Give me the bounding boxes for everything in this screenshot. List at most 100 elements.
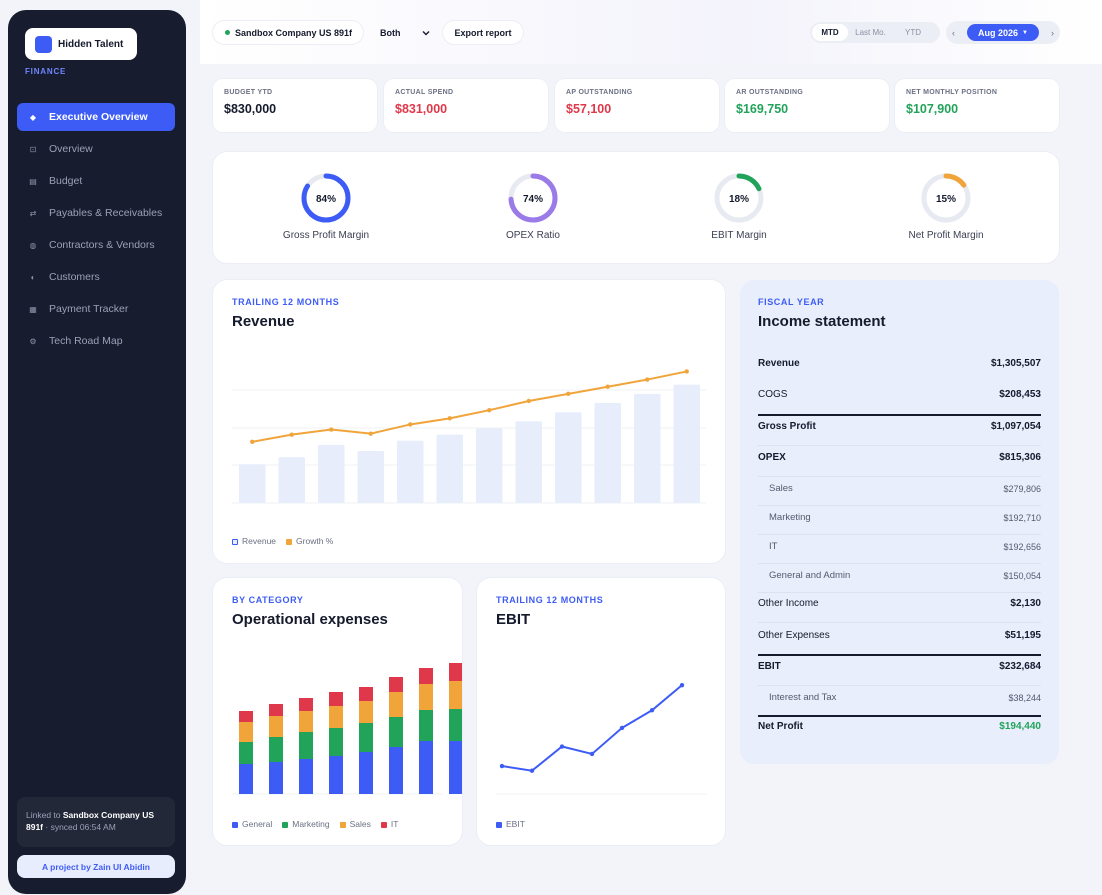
next-month-button[interactable]: › [1051,27,1054,38]
kpi-label: BUDGET YTD [224,89,273,96]
legend-ebit: EBIT [496,819,525,829]
revenue-bar [673,384,700,503]
row-value: $194,440 [999,721,1041,732]
revenue-bar [476,428,503,503]
income-statement-card: FISCAL YEAR Income statement Revenue $1,3… [740,280,1059,764]
divider [758,563,1041,564]
sync-prefix: Linked to [26,810,63,820]
legend-growth: Growth % [286,536,333,546]
kpi-label: ACTUAL SPEND [395,89,454,96]
sidebar-item-label: Contractors & Vendors [49,239,155,251]
opex-bar-general [449,741,462,794]
income-row-gross-profit: Gross Profit $1,097,054 [758,421,1041,432]
period-ytd[interactable]: YTD [905,28,921,37]
sidebar-item-label: Executive Overview [49,111,148,123]
row-value: $279,806 [1003,483,1041,494]
month-picker-button[interactable]: Aug 2026 ▼ [967,24,1039,41]
legend-general: General [232,819,272,829]
kpi-card: NET MONTHLY POSITION $107,900 [895,79,1059,132]
legend-it: IT [380,819,398,829]
opex-bar-sales [329,706,343,728]
margin-rings-card: 84% Gross Profit Margin 74% OPEX Ratio 18% EB… [213,152,1059,263]
opex-legend: General Marketing Sales IT [232,819,398,829]
export-report-button[interactable]: Export report [443,21,523,44]
income-row-it: IT $192,656 [758,541,1041,552]
opex-bar-sales [449,681,462,709]
income-row-opex: OPEX $815,306 [758,452,1041,463]
ring-value: 74% [522,194,543,205]
kpi-label: AP OUTSTANDING [566,89,633,96]
row-value: $150,054 [1003,570,1041,581]
divider [758,715,1041,717]
legend-label: Sales [349,819,371,829]
growth-point [566,391,571,397]
row-value: $232,684 [999,661,1041,672]
sidebar-item-payment-tracker[interactable]: ▦ Payment Tracker [17,295,175,323]
legend-swatch-icon [380,821,387,828]
row-value: $208,453 [999,389,1041,400]
ring-label: Net Profit Margin [908,230,984,241]
revenue-bar [397,440,424,503]
company-selector[interactable]: Sandbox Company US 891f [213,21,363,44]
card-icon: ▦ [29,304,37,314]
period-mtd[interactable]: MTD [812,24,848,41]
filter-select[interactable]: Both [372,21,438,44]
sidebar-item-overview[interactable]: ⊡ Overview [17,135,175,163]
row-label: IT [769,541,778,552]
month-label: Aug 2026 [978,27,1019,38]
row-value: $192,710 [1003,512,1041,523]
income-row-other-expenses: Other Expenses $51,195 [758,630,1041,641]
opex-bar-general [329,756,343,794]
opex-bar-general [239,764,253,794]
opex-bar-sales [359,701,373,723]
opex-card: BY CATEGORY Operational expenses General… [213,578,462,845]
legend-sales: Sales [339,819,371,829]
period-lastmo[interactable]: Last Mo. [855,28,886,37]
opex-eyebrow: BY CATEGORY [232,595,304,605]
status-dot-icon [225,30,230,35]
sidebar-nav: ◆ Executive Overview ⊡ Overview ▤ Budget ⇄ Paya… [17,103,175,359]
opex-bar-it [419,668,433,684]
opex-bar-marketing [389,717,403,747]
opex-bar-sales [269,716,283,737]
ring-progress [301,173,351,223]
sidebar-item-budget[interactable]: ▤ Budget [17,167,175,195]
opex-bar-it [359,687,373,701]
growth-point [447,416,452,421]
divider [758,445,1041,446]
revenue-bar [278,457,305,503]
sidebar-item-tech-road-map[interactable]: ⚙ Tech Road Map [17,327,175,355]
opex-bar-marketing [329,728,343,756]
prev-month-button[interactable]: ‹ [952,27,955,38]
growth-point [329,427,334,432]
sidebar-item-executive-overview[interactable]: ◆ Executive Overview [17,103,175,131]
opex-bar-general [359,752,373,794]
sidebar-item-label: Budget [49,175,83,187]
row-label: Revenue [758,358,800,369]
legend-swatch-icon [282,821,289,828]
revenue-bar [436,434,463,503]
project-credit-button[interactable]: A project by Zain Ul Abidin [17,855,175,878]
opex-bar-general [389,747,403,794]
income-row-other-income: Other Income $2,130 [758,598,1041,609]
ring-value: 15% [935,194,956,205]
opex-bar-marketing [449,709,462,741]
sidebar-item-customers[interactable]: ◐ Customers [17,263,175,291]
opex-bar-marketing [239,742,253,764]
caret-down-icon: ▼ [1022,29,1028,36]
ring-chart [921,173,971,223]
gear-icon: ⚙ [29,336,37,346]
row-label: Other Expenses [758,630,830,641]
kpi-value: $831,000 [395,102,448,116]
opex-bar-general [269,762,283,794]
opex-bar-it [329,692,343,706]
ebit-point [529,768,535,773]
section-label: FINANCE [25,67,67,76]
sidebar-item-payables-receivables[interactable]: ⇄ Payables & Receivables [17,199,175,227]
brand-logo-box[interactable]: Hidden Talent [25,28,137,60]
sidebar-item-contractors-vendors[interactable]: ◍ Contractors & Vendors [17,231,175,259]
legend-label: Revenue [242,536,277,546]
diamond-icon: ◆ [29,112,37,122]
ebit-chart [496,682,707,795]
legend-label: EBIT [506,819,525,829]
